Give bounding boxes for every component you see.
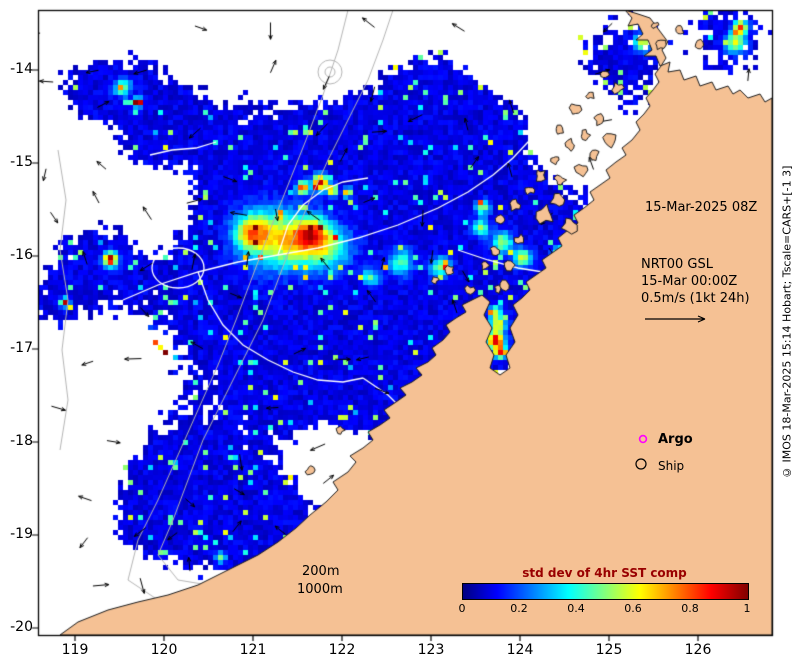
colorbar-title: std dev of 4hr SST comp: [522, 566, 687, 580]
x-axis-tick-label: 125: [595, 642, 623, 658]
velocity-model-name: NRT00 GSL: [641, 257, 713, 272]
y-axis-tick-label: -16: [10, 247, 33, 263]
colorbar-tick-label: 0.6: [624, 602, 642, 615]
velocity-model-time: 15-Mar 00:00Z: [641, 274, 738, 289]
velocity-scale-arrow-icon: [645, 315, 706, 323]
x-axis-tick-label: 119: [61, 642, 89, 658]
y-axis-tick-label: -20: [10, 619, 33, 635]
depth-contour-200m-label: 200m: [302, 564, 340, 579]
argo-marker-icon: [638, 434, 648, 444]
colorbar-tick-label: 0.8: [681, 602, 699, 615]
x-axis-tick-label: 123: [417, 642, 445, 658]
y-axis-tick-label: -18: [10, 433, 33, 449]
x-axis-tick-label: 124: [506, 642, 534, 658]
colorbar-tick-label: 1: [743, 602, 751, 615]
copyright-credit-text: © IMOS 18-Mar-2025 15:14 Hobart; Tscale=…: [780, 165, 794, 480]
x-axis-tick-label: 122: [328, 642, 356, 658]
colorbar-gradient: [462, 583, 749, 600]
y-axis-tick-label: -14: [10, 61, 33, 77]
x-axis-tick-label: 120: [150, 642, 178, 658]
x-axis-tick-label: 126: [684, 642, 712, 658]
colorbar-tick-label: 0: [458, 602, 466, 615]
ship-marker-icon: [635, 458, 647, 470]
colorbar-tick-label: 0.2: [510, 602, 528, 615]
y-axis-tick-label: -17: [10, 340, 33, 356]
legend-ship-label: Ship: [658, 459, 685, 473]
depth-contour-1000m-label: 1000m: [297, 582, 343, 597]
velocity-scale-label: 0.5m/s (1kt 24h): [641, 291, 750, 306]
x-axis-tick-label: 121: [239, 642, 267, 658]
colorbar-tick-label: 0.4: [567, 602, 585, 615]
analysis-datetime-label: 15-Mar-2025 08Z: [645, 200, 758, 215]
y-axis-tick-label: -19: [10, 526, 33, 542]
legend-argo-label: Argo: [658, 432, 693, 447]
y-axis-tick-label: -15: [10, 154, 33, 170]
